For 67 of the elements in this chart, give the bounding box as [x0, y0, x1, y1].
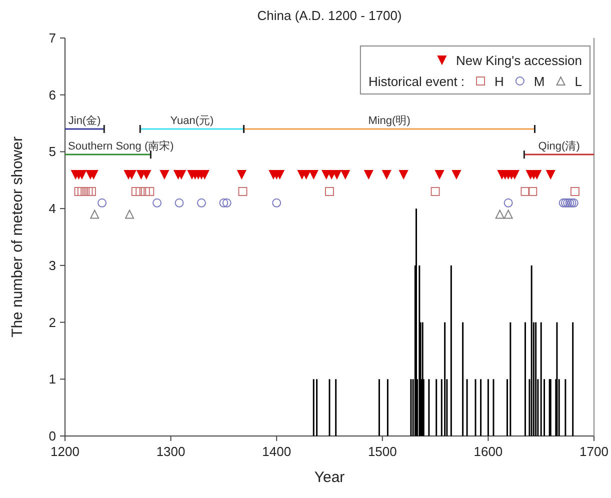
point: [309, 170, 318, 179]
point: [452, 170, 461, 179]
point: [136, 187, 145, 196]
point: [495, 210, 504, 219]
point: [563, 198, 572, 208]
legend-label: New King's accession: [456, 53, 582, 68]
point: [237, 170, 246, 179]
series-label: Southern Song (南宋): [68, 140, 174, 153]
point: [382, 170, 392, 179]
y-tick-label: 4: [48, 201, 56, 216]
point: [340, 170, 350, 179]
point: [558, 198, 568, 208]
series-label: Qing(清): [538, 140, 580, 153]
legend-label: M: [534, 74, 545, 89]
point: [74, 187, 84, 196]
y-tick-label: 0: [48, 428, 56, 444]
point: [546, 170, 556, 179]
series-label: Ming(明): [368, 114, 410, 127]
y-tick-label: 5: [48, 144, 56, 160]
y-axis-title: The number of meteor shower: [9, 136, 26, 338]
point: [560, 198, 570, 208]
y-tick-label: 7: [48, 30, 56, 46]
point: [569, 198, 578, 208]
x-tick-label: 1400: [262, 444, 292, 459]
point: [435, 170, 444, 179]
x-tick-label: 1600: [474, 444, 503, 459]
point: [504, 198, 513, 208]
point: [528, 187, 538, 196]
legend-label: H: [494, 74, 504, 89]
point: [238, 187, 248, 196]
x-tick-label: 1200: [50, 444, 80, 459]
y-tick-label: 3: [48, 258, 56, 273]
point: [565, 198, 574, 208]
point: [399, 170, 408, 179]
x-axis-title: Year: [314, 469, 345, 486]
point: [125, 210, 134, 219]
point: [219, 198, 228, 208]
point: [222, 198, 232, 208]
point: [325, 187, 334, 196]
point: [430, 187, 440, 196]
y-tick-label: 6: [48, 87, 56, 102]
y-tick-label: 2: [48, 314, 56, 330]
point: [86, 187, 96, 196]
point: [196, 198, 206, 208]
point: [145, 187, 154, 196]
point: [90, 210, 100, 219]
point: [567, 198, 576, 208]
point: [131, 187, 140, 196]
legend-title: Historical event :: [368, 74, 465, 89]
point: [364, 170, 374, 179]
series-label: Jin(金): [68, 114, 101, 127]
x-tick-label: 1300: [156, 444, 186, 459]
point: [570, 187, 580, 196]
legend-label: L: [574, 74, 582, 89]
point: [152, 198, 162, 208]
point: [504, 210, 513, 219]
chart-title: China (A.D. 1200 - 1700): [257, 8, 402, 23]
point: [140, 187, 150, 196]
x-tick-label: 1700: [580, 444, 608, 459]
series-label: Yuan(元): [170, 114, 214, 127]
point: [98, 198, 107, 208]
point: [174, 198, 184, 208]
point: [160, 170, 169, 179]
y-tick-label: 1: [48, 372, 56, 387]
point: [272, 198, 282, 208]
x-tick-label: 1500: [368, 444, 397, 459]
point: [520, 187, 530, 196]
